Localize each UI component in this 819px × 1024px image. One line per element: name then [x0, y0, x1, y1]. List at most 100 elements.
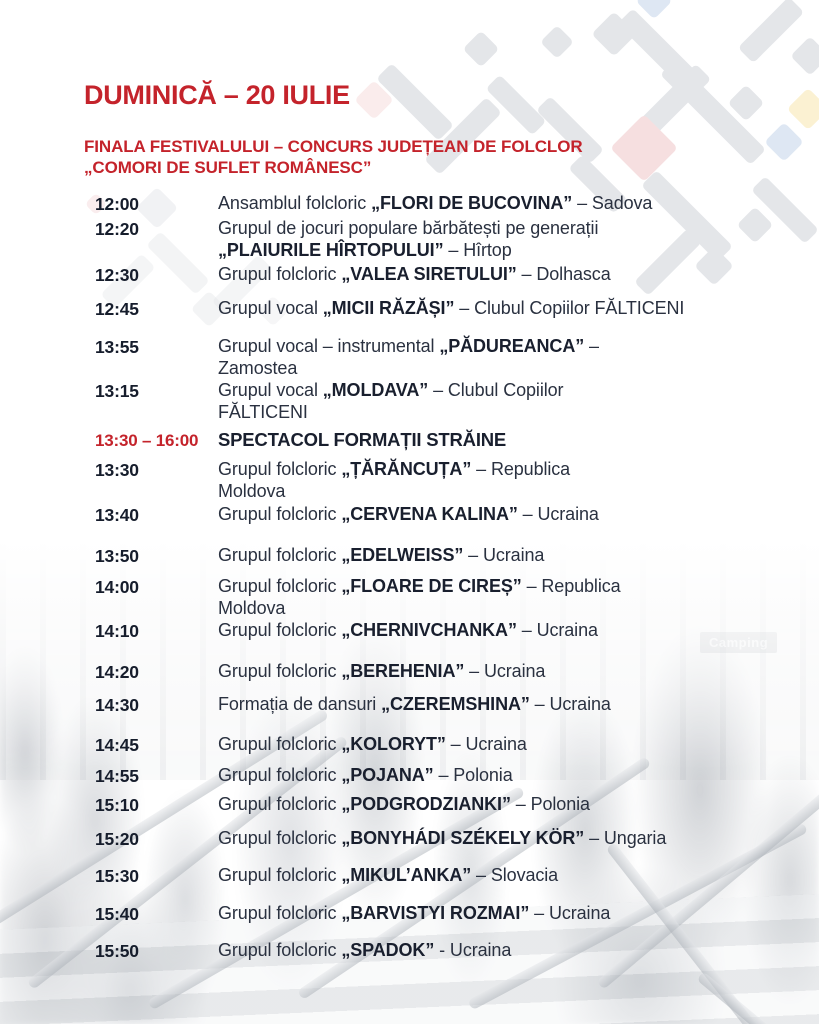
group-name: „VALEA SIRETULUI” [341, 264, 517, 284]
event-description: Grupul vocal – instrumental „PĂDUREANCA”… [218, 335, 599, 379]
group-name: „PODGRODZIANKI” [341, 794, 511, 814]
event-description: Grupul folcloric „FLOARE DE CIREȘ” – Rep… [218, 575, 621, 619]
event-time: 13:15 [95, 381, 139, 401]
event-time: 13:50 [95, 546, 139, 566]
event-description: Grupul folcloric „MIKUL’ANKA” – Slovacia [218, 864, 558, 886]
event-time: 14:20 [95, 662, 139, 682]
event-time: 14:00 [95, 577, 139, 597]
event-time: 14:55 [95, 766, 139, 786]
event-description: Grupul folcloric „PODGRODZIANKI” – Polon… [218, 793, 590, 815]
schedule-row: 12:45 Grupul vocal „MICII RĂZĂȘI” – Clubu… [95, 297, 775, 320]
event-text: – Sadova [572, 193, 653, 213]
schedule-row: 12:00 Ansamblul folcloric „FLORI DE BUCOV… [95, 192, 775, 215]
event-text: Grupul folcloric [218, 765, 342, 785]
event-text: – Polonia [510, 794, 590, 814]
ornament-tile [790, 36, 819, 76]
schedule-row: 12:30 Grupul folcloric „VALEA SIRETULUI” … [95, 263, 775, 286]
schedule-row: 14:10 Grupul folcloric „CHERNIVCHANKA” – … [95, 619, 775, 642]
group-name: „BONYHÁDI SZÉKELY KÖR” [341, 828, 585, 848]
section-label: SPECTACOL FORMAȚII STRĂINE [218, 429, 506, 451]
group-name: „CHERNIVCHANKA” [341, 620, 517, 640]
schedule-row: 14:20 Grupul folcloric „BEREHENIA” – Ucra… [95, 660, 775, 683]
event-text: Grupul vocal – instrumental [218, 336, 440, 356]
event-time: 12:00 [95, 194, 139, 214]
schedule-row: 14:45 Grupul folcloric „KOLORYT” – Ucrain… [95, 733, 775, 756]
event-description: Grupul folcloric „EDELWEISS” – Ucraina [218, 544, 544, 566]
schedule-row: 15:10 Grupul folcloric „PODGRODZIANKI” – … [95, 793, 775, 816]
event-time: 14:30 [95, 695, 139, 715]
event-text: Grupul folcloric [218, 620, 342, 640]
schedule-row: 14:00 Grupul folcloric „FLOARE DE CIREȘ” … [95, 575, 775, 619]
schedule-row: 12:20 Grupul de jocuri populare bărbăteșt… [95, 217, 775, 261]
event-time: 14:45 [95, 735, 139, 755]
event-text: – Ucraina [529, 694, 611, 714]
group-name: „MICII RĂZĂȘI” [322, 298, 455, 318]
event-text: Grupul vocal [218, 380, 323, 400]
subtitle-line-2: „COMORI DE SUFLET ROMÂNESC” [84, 158, 372, 177]
event-text: – Polonia [433, 765, 513, 785]
group-name: „BARVISTYI ROZMAI” [341, 903, 530, 923]
group-name: „POJANA” [341, 765, 434, 785]
event-text: – Ucraina [445, 734, 527, 754]
event-text: Formația de dansuri [218, 694, 382, 714]
event-text: Moldova [218, 481, 286, 501]
group-name: SPECTACOL FORMAȚII STRĂINE [218, 429, 507, 450]
event-text: Grupul folcloric [218, 459, 342, 479]
schedule-section-header: 13:30 – 16:00 SPECTACOL FORMAȚII STRĂINE [95, 429, 775, 452]
event-text: Moldova [218, 598, 286, 618]
group-name: „CERVENA KALINA” [341, 504, 518, 524]
page-title: DUMINICĂ – 20 IULIE [84, 80, 350, 110]
event-text: Grupul folcloric [218, 264, 342, 284]
event-text: – Slovacia [471, 865, 559, 885]
schedule-row: 15:40 Grupul folcloric „BARVISTYI ROZMAI”… [95, 902, 775, 925]
photo-fade-overlay [0, 540, 819, 770]
event-description: Formația de dansuri „CZEREMSHINA” – Ucra… [218, 693, 611, 715]
event-description: Grupul folcloric „POJANA” – Polonia [218, 764, 513, 786]
schedule-row: 13:15 Grupul vocal „MOLDAVA” – Clubul Cop… [95, 379, 775, 423]
event-time: 15:20 [95, 829, 139, 849]
event-description: Grupul folcloric „KOLORYT” – Ucraina [218, 733, 527, 755]
schedule-row: 13:30 Grupul folcloric „ȚĂRĂNCUȚA” – Repu… [95, 458, 775, 502]
event-text: – [584, 336, 599, 356]
event-text: Grupul folcloric [218, 903, 342, 923]
background-photo: Camping [0, 540, 819, 1024]
event-text: Grupul folcloric [218, 865, 342, 885]
event-time: 12:20 [95, 219, 139, 239]
ornament-tile [462, 30, 500, 68]
event-text: – Clubul Copiilor FĂLTICENI [454, 298, 685, 318]
event-text: – Hîrtop [443, 240, 512, 260]
event-text: – Ucraina [463, 545, 545, 565]
event-description: Grupul de jocuri populare bărbătești pe … [218, 217, 598, 261]
event-text: – Republica [521, 576, 621, 596]
event-time: 13:55 [95, 337, 139, 357]
group-name: „FLORI DE BUCOVINA” [371, 193, 573, 213]
event-description: Grupul folcloric „ȚĂRĂNCUȚA” – Republica… [218, 458, 570, 502]
event-time: 14:10 [95, 621, 139, 641]
event-description: Grupul folcloric „SPADOK” - Ucraina [218, 939, 511, 961]
event-description: Grupul vocal „MOLDAVA” – Clubul Copiilor… [218, 379, 564, 423]
event-text: Ansamblul folcloric [218, 193, 372, 213]
event-time: 15:10 [95, 795, 139, 815]
schedule-row: 13:40 Grupul folcloric „CERVENA KALINA” –… [95, 503, 775, 526]
schedule-row: 15:50 Grupul folcloric „SPADOK” - Ucraina [95, 939, 775, 962]
ornament-tile [540, 25, 574, 59]
event-time: 12:45 [95, 299, 139, 319]
group-name: „EDELWEISS” [341, 545, 464, 565]
group-name: „MIKUL’ANKA” [341, 865, 472, 885]
group-name: „BEREHENIA” [341, 661, 465, 681]
group-name: „SPADOK” [341, 940, 435, 960]
event-text: Grupul folcloric [218, 545, 342, 565]
ornament-tile [610, 114, 678, 182]
event-text: Zamostea [218, 358, 298, 378]
event-text: Grupul vocal [218, 298, 323, 318]
subtitle-line-1: FINALA FESTIVALULUI – CONCURS JUDEȚEAN D… [84, 137, 583, 156]
event-time: 13:30 – 16:00 [95, 431, 199, 450]
event-time: 15:30 [95, 866, 139, 886]
event-description: Ansamblul folcloric „FLORI DE BUCOVINA” … [218, 192, 652, 214]
event-description: Grupul folcloric „BEREHENIA” – Ucraina [218, 660, 545, 682]
event-description: Grupul folcloric „VALEA SIRETULUI” – Dol… [218, 263, 611, 285]
event-text: Grupul folcloric [218, 734, 342, 754]
event-description: Grupul folcloric „BARVISTYI ROZMAI” – Uc… [218, 902, 610, 924]
event-text: Grupul folcloric [218, 576, 342, 596]
